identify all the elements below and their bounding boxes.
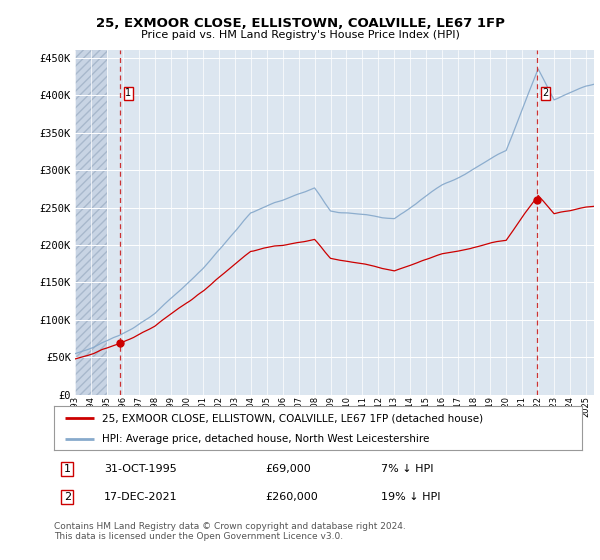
Text: 7% ↓ HPI: 7% ↓ HPI bbox=[382, 464, 434, 474]
Text: 25, EXMOOR CLOSE, ELLISTOWN, COALVILLE, LE67 1FP (detached house): 25, EXMOOR CLOSE, ELLISTOWN, COALVILLE, … bbox=[101, 413, 482, 423]
Text: 2: 2 bbox=[64, 492, 71, 502]
Text: 2: 2 bbox=[542, 88, 548, 99]
Text: 1: 1 bbox=[64, 464, 71, 474]
Text: Price paid vs. HM Land Registry's House Price Index (HPI): Price paid vs. HM Land Registry's House … bbox=[140, 30, 460, 40]
Text: HPI: Average price, detached house, North West Leicestershire: HPI: Average price, detached house, Nort… bbox=[101, 434, 429, 444]
Text: 17-DEC-2021: 17-DEC-2021 bbox=[104, 492, 178, 502]
Text: £260,000: £260,000 bbox=[265, 492, 318, 502]
Text: 31-OCT-1995: 31-OCT-1995 bbox=[104, 464, 177, 474]
Text: 19% ↓ HPI: 19% ↓ HPI bbox=[382, 492, 441, 502]
Text: 1: 1 bbox=[125, 88, 131, 99]
Text: Contains HM Land Registry data © Crown copyright and database right 2024.
This d: Contains HM Land Registry data © Crown c… bbox=[54, 522, 406, 542]
Text: 25, EXMOOR CLOSE, ELLISTOWN, COALVILLE, LE67 1FP: 25, EXMOOR CLOSE, ELLISTOWN, COALVILLE, … bbox=[95, 17, 505, 30]
Text: £69,000: £69,000 bbox=[265, 464, 311, 474]
Bar bbox=[75, 50, 107, 395]
